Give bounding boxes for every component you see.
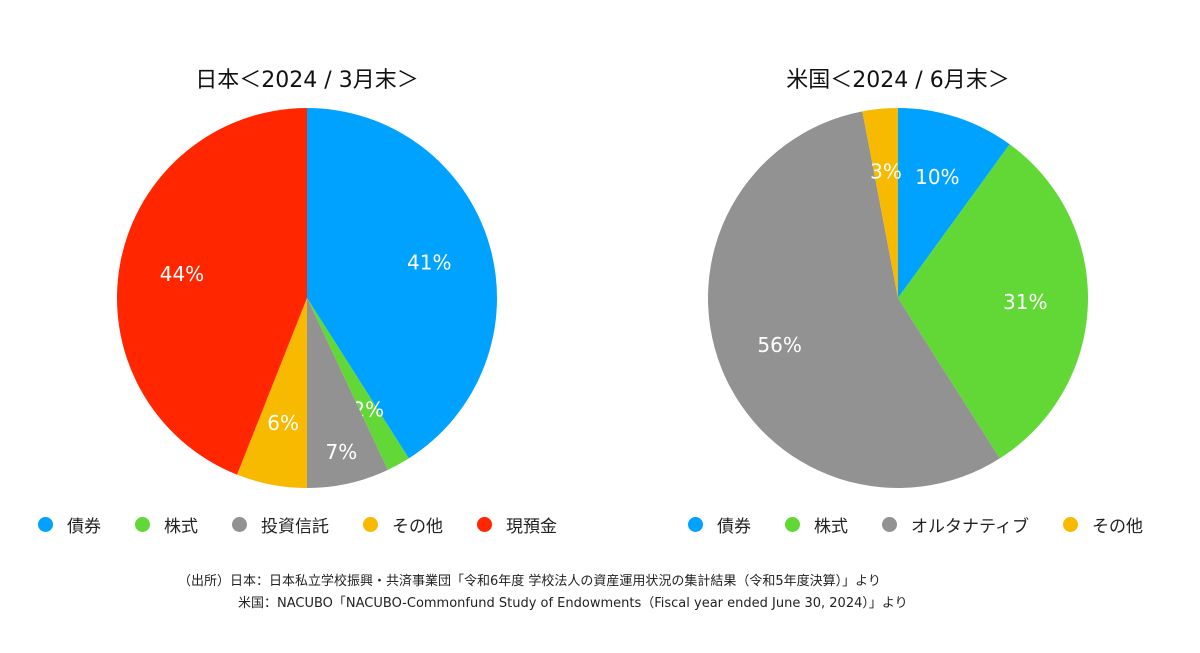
pie-slice-japan-4 [116, 108, 307, 475]
pie-slice-japan-2 [307, 298, 388, 488]
data-label: 10% [915, 165, 959, 189]
legend-item: 現預金 [477, 512, 557, 537]
legend-label: その他 [392, 517, 443, 537]
legend-item: 株式 [785, 512, 848, 537]
data-label: 31% [1003, 290, 1047, 314]
pie-slice-us-1 [898, 144, 1088, 459]
pie-slice-japan-3 [237, 298, 307, 488]
legend-marker [232, 517, 247, 532]
legend-label: 投資信託 [261, 517, 329, 537]
legend-marker [38, 517, 53, 532]
pie-slice-us-3 [862, 108, 898, 298]
legend-marker [1062, 517, 1078, 532]
us-chart-title: 米国＜2024 / 6月末＞ [786, 68, 1010, 93]
legend-marker [882, 517, 897, 532]
legend-item: 債券 [688, 512, 751, 537]
pie-slice-us-2 [707, 111, 1000, 489]
pie-slice-japan-0 [307, 108, 498, 459]
legend-label: 株式 [814, 517, 848, 537]
footnote-us: 米国：NACUBO「NACUBO-Commonfund Study of End… [238, 596, 908, 611]
legend-item: その他 [363, 512, 443, 537]
data-label: 7% [326, 440, 358, 464]
legend-label: 株式 [164, 517, 198, 537]
data-label: 41% [407, 250, 451, 274]
legend-marker [135, 517, 150, 532]
legend-marker [785, 517, 800, 532]
japan-chart-title: 日本＜2024 / 3月末＞ [195, 68, 419, 93]
pie-slice-japan-1 [307, 298, 409, 470]
data-label: 56% [757, 333, 801, 357]
data-label: 3% [870, 159, 902, 183]
japan-legend: 債券 株式 投資信託 その他 現預金 [38, 512, 591, 537]
legend-label: 現預金 [506, 517, 557, 537]
legend-label: 債券 [717, 517, 751, 537]
legend-marker [363, 517, 378, 532]
footnote-japan: （出所）日本：日本私立学校振興・共済事業団「令和6年度 学校法人の資産運用状況の… [178, 574, 881, 589]
data-label: 6% [267, 411, 299, 435]
legend-item: オルタナティブ [882, 512, 1029, 537]
legend-label: 債券 [67, 517, 101, 537]
legend-marker [688, 517, 703, 532]
legend-item: その他 [1062, 512, 1143, 537]
legend-label: その他 [1091, 517, 1143, 537]
legend-item: 債券 [38, 512, 101, 537]
legend-item: 投資信託 [232, 512, 329, 537]
pie-slice-us-0 [898, 108, 1010, 298]
legend-item: 株式 [135, 512, 198, 537]
data-label: 44% [160, 262, 204, 286]
legend-marker [477, 517, 492, 532]
legend-label: オルタナティブ [911, 517, 1029, 537]
us-legend: 債券 株式 オルタナティブ その他 [688, 512, 1177, 537]
